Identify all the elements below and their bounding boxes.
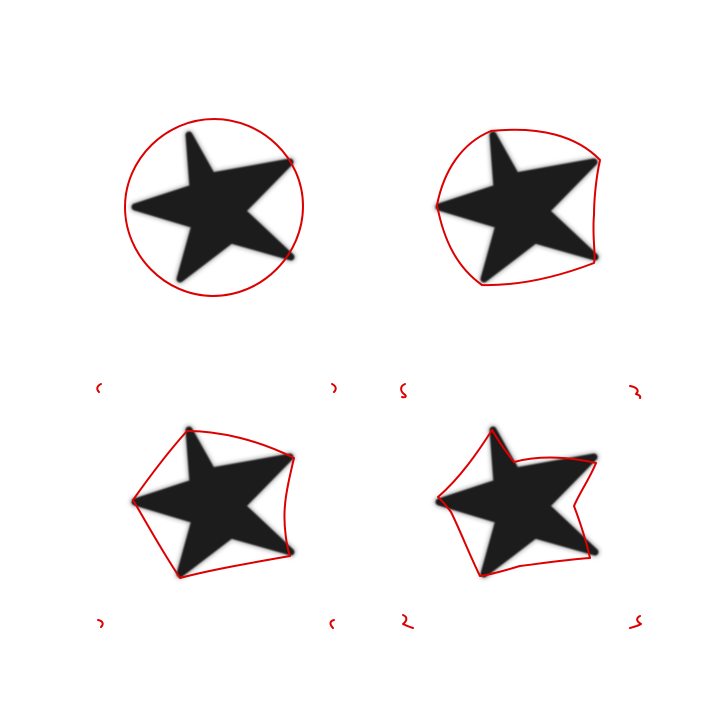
starfish-image [434, 130, 600, 284]
contour-initial-circle [124, 118, 304, 297]
starfish-image [434, 425, 600, 579]
contour-fragments [96, 383, 337, 629]
panel-1 [96, 118, 337, 629]
panel-2 [400, 128, 642, 629]
panel-3 [130, 425, 296, 579]
starfish-image [130, 425, 296, 579]
panel-4 [434, 425, 600, 579]
contour-evolved-3 [437, 429, 597, 577]
starfish-image [130, 130, 296, 284]
contour-fragments [400, 383, 642, 629]
contour-evolved-2 [132, 430, 295, 579]
contour-evolved-1 [436, 128, 601, 287]
